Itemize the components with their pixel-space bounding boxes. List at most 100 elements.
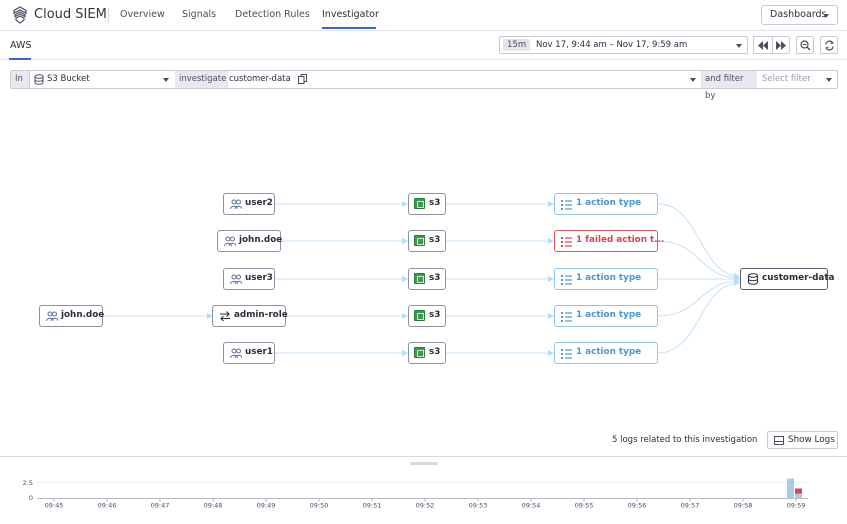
zoom-out-button[interactable] [796, 36, 814, 54]
zoom-out-icon [800, 40, 811, 51]
failed-action-node[interactable]: 1 failed action t... [554, 230, 664, 252]
in-label: In [11, 71, 29, 88]
users-icon [230, 274, 242, 285]
s3-icon [414, 273, 425, 284]
histogram-bar-failed [795, 488, 802, 494]
and-filter-by-label: and filter by [701, 71, 757, 101]
filter-placeholder: Select filter [762, 74, 811, 84]
node-label: user3 [245, 273, 273, 283]
user-node-user3[interactable]: user3 [223, 268, 275, 290]
histogram-bar-ok [795, 493, 802, 499]
users-icon [224, 236, 236, 247]
node-label: s3 [429, 310, 441, 320]
y-tick-label: 0 [29, 494, 33, 502]
action-node[interactable]: 1 action type [554, 342, 658, 364]
x-tick-label: 09:50 [310, 502, 329, 510]
x-tick-label: 09:59 [787, 502, 806, 510]
node-label: s3 [429, 273, 441, 283]
action-node[interactable]: 1 action type [554, 305, 658, 327]
list-icon [561, 200, 572, 210]
node-label: 1 action type [576, 198, 642, 208]
node-label: s3 [429, 347, 441, 357]
user-node-john-doe[interactable]: john.doe [217, 230, 282, 252]
user-node-user1[interactable]: user1 [223, 342, 275, 364]
target-bucket-node[interactable]: customer-data [740, 268, 834, 290]
x-tick-label: 09:46 [98, 502, 117, 510]
node-label: customer-data [762, 273, 835, 283]
entity-value-select[interactable]: customer-data [229, 71, 700, 88]
log-timeline-histogram: 2.5 0 09:45 09:46 09:47 09:48 09:49 09:50 09:5… [23, 478, 808, 510]
action-node[interactable]: 1 action type [554, 268, 658, 290]
node-label: user1 [245, 347, 273, 357]
panel-divider [0, 456, 847, 457]
service-node-s3[interactable]: s3 [408, 193, 446, 215]
nav-divider [108, 8, 109, 23]
x-tick-label: 09:47 [151, 502, 170, 510]
step-forward-icon[interactable] [776, 41, 786, 50]
subnav-divider [0, 59, 847, 60]
node-label: 1 action type [576, 347, 642, 357]
x-tick-label: 09:58 [734, 502, 753, 510]
investigate-label: investigate [175, 71, 228, 88]
node-label: admin-role [234, 310, 288, 320]
tab-investigator[interactable]: Investigator [322, 9, 379, 20]
tab-signals[interactable]: Signals [182, 9, 217, 20]
filter-divider [29, 71, 30, 88]
node-label: 1 action type [576, 310, 642, 320]
resize-handle[interactable] [410, 462, 438, 465]
action-node[interactable]: 1 action type [554, 193, 658, 215]
list-icon [561, 275, 572, 285]
users-icon [230, 348, 242, 359]
entity-type-select[interactable]: S3 Bucket [30, 71, 175, 88]
tab-aws[interactable]: AWS [10, 40, 32, 51]
service-node-s3[interactable]: s3 [408, 342, 446, 364]
users-icon [46, 311, 58, 322]
edge-action-2-to-target [657, 240, 740, 281]
time-range-badge: 15m [503, 39, 531, 51]
show-logs-button[interactable]: Show Logs [767, 431, 838, 449]
x-tick-label: 09:52 [416, 502, 435, 510]
chevron-down-icon [163, 78, 169, 82]
tab-detection-rules[interactable]: Detection Rules [235, 9, 310, 20]
chevron-down-icon [736, 44, 742, 48]
siem-logo-icon[interactable] [12, 6, 28, 24]
role-node-admin-role[interactable]: admin-role [212, 305, 288, 327]
database-icon [34, 74, 44, 85]
service-node-s3[interactable]: s3 [408, 230, 446, 252]
user-node-user2[interactable]: user2 [223, 193, 275, 215]
dashboards-dropdown[interactable]: Dashboards [761, 5, 838, 25]
node-label: user2 [245, 198, 273, 208]
filter-select[interactable]: Select filter [758, 71, 837, 88]
x-tick-label: 09:51 [363, 502, 382, 510]
list-icon [561, 312, 572, 322]
time-range-text: Nov 17, 9:44 am – Nov 17, 9:59 am [536, 40, 688, 50]
app-title: Cloud SIEM [34, 7, 107, 22]
s3-icon [414, 310, 425, 321]
edge-action-1-to-target [657, 203, 740, 279]
service-node-s3[interactable]: s3 [408, 305, 446, 327]
time-step-buttons [753, 36, 790, 54]
database-icon [748, 273, 758, 285]
investigation-filter-bar: In S3 Bucket investigate customer-data a… [10, 70, 838, 101]
time-range-picker[interactable]: 15m Nov 17, 9:44 am – Nov 17, 9:59 am [499, 36, 748, 54]
chevron-down-icon [823, 14, 829, 18]
node-label: 1 action type [576, 273, 642, 283]
step-back-icon[interactable] [758, 41, 768, 50]
chevron-down-icon [690, 78, 696, 82]
logs-panel-icon [774, 436, 784, 445]
tab-overview[interactable]: Overview [120, 9, 165, 20]
x-tick-label: 09:48 [204, 502, 223, 510]
x-tick-label: 09:45 [45, 502, 64, 510]
x-tick-label: 09:53 [469, 502, 488, 510]
edge-action-5-to-target [657, 280, 740, 354]
show-logs-label: Show Logs [788, 435, 835, 445]
y-tick-label: 2.5 [23, 479, 33, 487]
node-label: s3 [429, 198, 441, 208]
service-node-s3[interactable]: s3 [408, 268, 446, 290]
node-label: john.doe [61, 310, 105, 320]
s3-icon [414, 198, 425, 209]
root-user-node[interactable]: john.doe [39, 305, 105, 327]
refresh-button[interactable] [820, 36, 838, 54]
copy-icon[interactable] [298, 74, 307, 84]
aws-tab-indicator [9, 58, 31, 60]
